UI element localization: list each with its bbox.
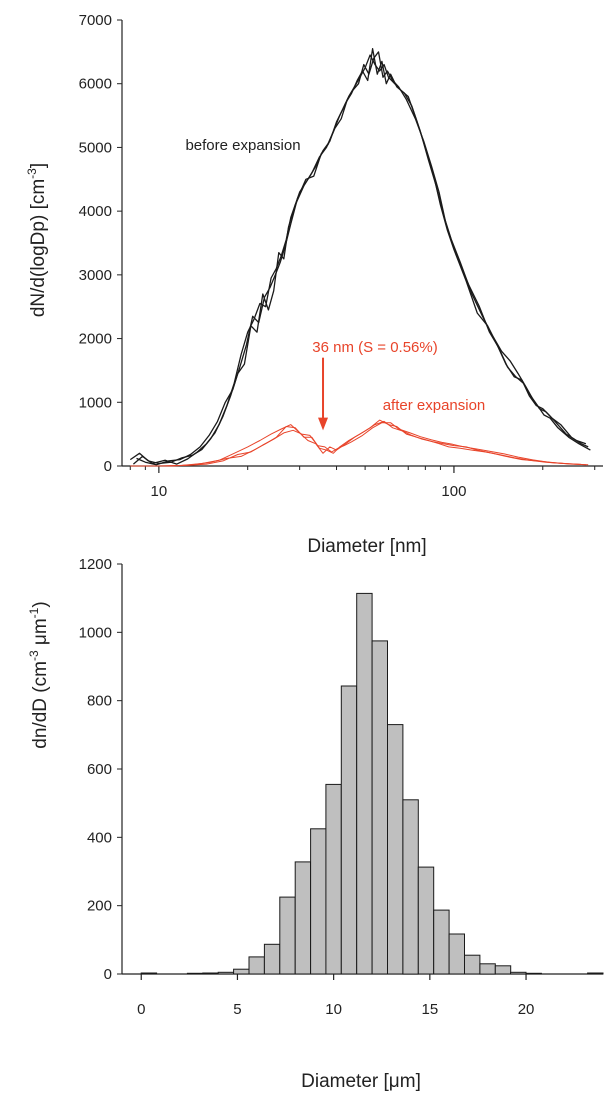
- top-y-tick-label: 5000: [79, 139, 112, 156]
- histogram-bar: [433, 909, 450, 975]
- top-y-tick-label: 4000: [79, 203, 112, 220]
- histogram-bar: [494, 965, 512, 975]
- histogram-bar: [340, 685, 358, 975]
- series-line-before-1: [132, 48, 589, 465]
- histogram-bar: [525, 972, 542, 975]
- histogram-bar: [310, 828, 327, 975]
- bottom-x-axis: 0 5 10 15 20: [122, 973, 603, 1018]
- series-line-after-5: [165, 422, 586, 467]
- bottom-y-tick-label: 1200: [79, 556, 112, 573]
- top-x-axis: 10 100: [122, 465, 603, 500]
- bottom-y-tick-label: 400: [87, 829, 112, 846]
- histogram-bar: [263, 943, 281, 975]
- top-y-tick-label: 3000: [79, 267, 112, 284]
- bottom-plot-area: [140, 592, 604, 975]
- bottom-x-tick-label: 10: [325, 1001, 342, 1018]
- top-y-tick-label: 2000: [79, 331, 112, 348]
- bottom-ylabel: dn/dD (cm-3 μm-1): [27, 601, 51, 748]
- top-y-axis: 0 1000 2000 3000 4000 5000 6000 7000: [79, 12, 123, 475]
- bottom-y-tick-label: 0: [104, 966, 112, 983]
- histogram-bar: [510, 971, 527, 975]
- histogram-bar: [279, 896, 296, 975]
- histogram-bar: [387, 724, 404, 975]
- bottom-x-tick-label: 0: [137, 1001, 145, 1018]
- top-chart: 0 1000 2000 3000 4000 5000 6000 7000 10 100 dN/d…: [25, 12, 603, 557]
- histogram-bar: [464, 954, 481, 975]
- histogram-bar: [356, 592, 373, 975]
- top-x-tick-label: 10: [151, 483, 168, 500]
- bottom-y-tick-label: 600: [87, 761, 112, 778]
- bottom-y-tick-label: 200: [87, 898, 112, 915]
- bottom-x-tick-label: 15: [421, 1001, 438, 1018]
- bottom-xlabel: Diameter [μm]: [301, 1071, 421, 1092]
- histogram-bar: [479, 963, 496, 975]
- histogram-bar: [294, 861, 312, 975]
- annotation-arrow-label: 36 nm (S = 0.56%): [312, 339, 437, 356]
- bottom-x-tick-label: 5: [233, 1001, 241, 1018]
- top-ylabel: dN/d(logDp) [cm-3]: [25, 163, 49, 317]
- top-plot-area: [129, 48, 591, 467]
- bottom-chart: 0 200 400 600 800 1000 1200 0 5 10 15 20 dn/dD (cm…: [27, 556, 604, 1092]
- histogram-bar: [233, 968, 250, 975]
- annotation-arrow-head: [318, 417, 329, 431]
- histogram-bar: [402, 799, 419, 975]
- histogram-bar: [202, 972, 219, 975]
- top-y-tick-label: 0: [104, 458, 112, 475]
- annotation-after-expansion: after expansion: [383, 397, 486, 414]
- histogram-bar: [248, 956, 265, 975]
- top-x-tick-label: 100: [441, 483, 466, 500]
- bottom-y-tick-label: 800: [87, 693, 112, 710]
- top-y-tick-label: 6000: [79, 76, 112, 93]
- top-xlabel: Diameter [nm]: [307, 536, 426, 557]
- bottom-y-tick-label: 1000: [79, 624, 112, 641]
- series-line-before-0: [129, 54, 587, 465]
- top-y-tick-label: 7000: [79, 12, 112, 29]
- series-line-after-3: [130, 420, 589, 467]
- top-y-tick-label: 1000: [79, 394, 112, 411]
- series-line-after-4: [145, 419, 582, 467]
- histogram-bar: [448, 933, 466, 975]
- histogram-bar: [371, 640, 389, 975]
- histogram-bar: [587, 972, 604, 975]
- histogram-bar: [325, 783, 342, 975]
- series-line-before-2: [136, 51, 591, 466]
- bottom-x-tick-label: 20: [518, 1001, 535, 1018]
- histogram-bar: [217, 971, 235, 975]
- histogram-bar: [417, 866, 435, 975]
- bottom-y-axis: 0 200 400 600 800 1000 1200: [79, 556, 123, 983]
- histogram-bar: [186, 972, 204, 975]
- histogram-bar: [140, 972, 158, 975]
- annotation-before-expansion: before expansion: [185, 137, 300, 154]
